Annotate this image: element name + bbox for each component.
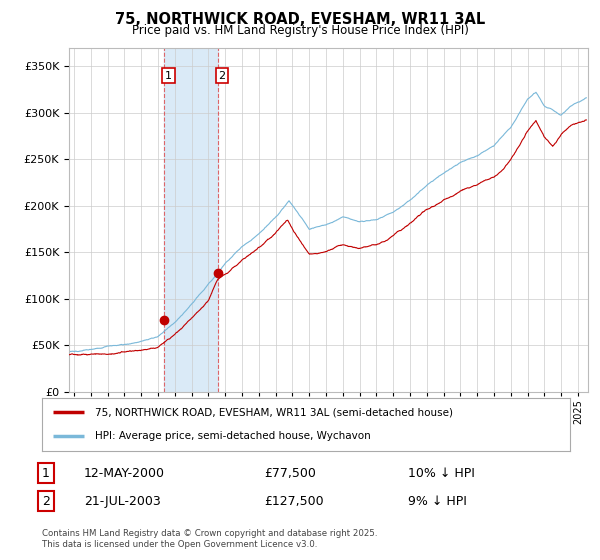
Text: 75, NORTHWICK ROAD, EVESHAM, WR11 3AL (semi-detached house): 75, NORTHWICK ROAD, EVESHAM, WR11 3AL (s…: [95, 408, 453, 418]
Text: Contains HM Land Registry data © Crown copyright and database right 2025.
This d: Contains HM Land Registry data © Crown c…: [42, 529, 377, 549]
Text: 10% ↓ HPI: 10% ↓ HPI: [408, 466, 475, 480]
Text: £77,500: £77,500: [264, 466, 316, 480]
Text: £127,500: £127,500: [264, 494, 323, 508]
Text: 2: 2: [42, 494, 50, 508]
Text: 1: 1: [165, 71, 172, 81]
Text: 1: 1: [42, 466, 50, 480]
Text: Price paid vs. HM Land Registry's House Price Index (HPI): Price paid vs. HM Land Registry's House …: [131, 24, 469, 37]
Text: HPI: Average price, semi-detached house, Wychavon: HPI: Average price, semi-detached house,…: [95, 431, 371, 441]
Text: 2: 2: [218, 71, 226, 81]
Bar: [164, 48, 218, 392]
Text: 9% ↓ HPI: 9% ↓ HPI: [408, 494, 467, 508]
Text: 12-MAY-2000: 12-MAY-2000: [84, 466, 165, 480]
Text: 75, NORTHWICK ROAD, EVESHAM, WR11 3AL: 75, NORTHWICK ROAD, EVESHAM, WR11 3AL: [115, 12, 485, 27]
Text: 21-JUL-2003: 21-JUL-2003: [84, 494, 161, 508]
